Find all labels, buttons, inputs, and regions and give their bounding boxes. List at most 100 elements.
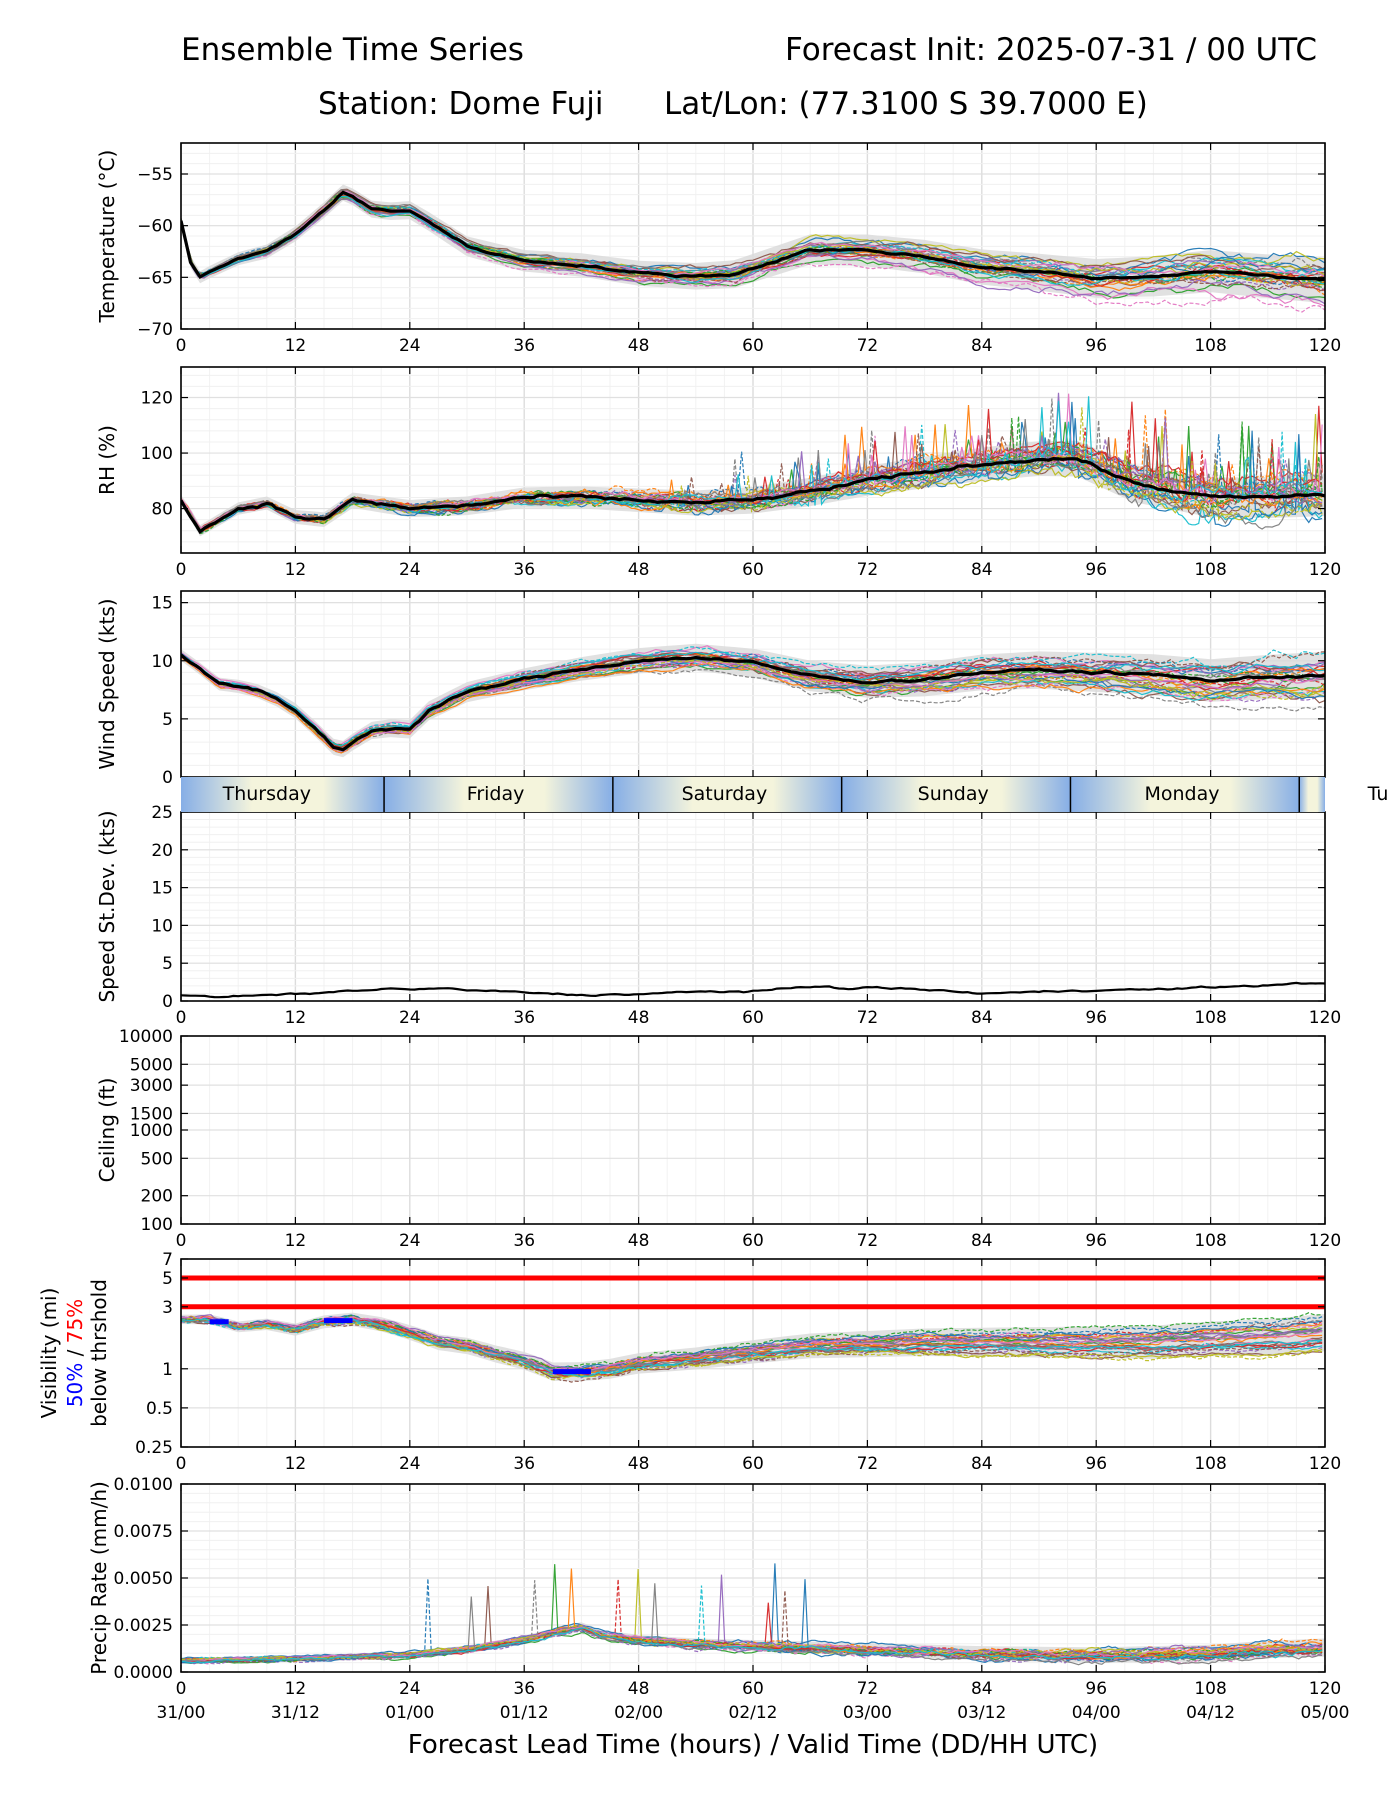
valid-time-label: 01/12: [500, 1703, 549, 1723]
ylabel: RH (%): [95, 425, 119, 495]
ensemble-mean-line: [181, 653, 1325, 752]
x-tick-label: 0: [176, 1454, 187, 1474]
valid-time-label: 02/00: [614, 1703, 663, 1723]
x-tick-label: 96: [1085, 1679, 1107, 1699]
x-tick-label: 96: [1085, 1231, 1107, 1251]
ensemble-member-line: [181, 646, 1325, 747]
panel-7: 0.0000 0.0025 0.0050 0.0075 0.0100 0 12 24 36 48 6…: [87, 1475, 1341, 1699]
grid: [180, 1035, 1326, 1225]
x-tick-label: 12: [285, 1231, 307, 1251]
y-tick-label: 1: [162, 1360, 173, 1380]
day-label: Friday: [467, 783, 525, 805]
x-tick-label: 12: [285, 1008, 307, 1028]
x-tick-label: 12: [285, 1454, 307, 1474]
x-tick-label: 120: [1309, 336, 1341, 356]
ensemble-member-line: [181, 656, 1325, 753]
x-tick-label: 96: [1085, 336, 1107, 356]
y-tick-label: 200: [141, 1187, 173, 1207]
y-tick-label: 120: [141, 389, 173, 409]
ensemble-member-line: [181, 189, 1325, 276]
y-tick-label: 0.0075: [114, 1522, 173, 1542]
ensemble-member-line: [181, 1318, 1323, 1383]
ylabel-group: Precip Rate (mm/h): [87, 1481, 111, 1675]
y-tick-label: −65: [137, 268, 173, 288]
day-label: Tu: [1367, 783, 1389, 805]
y-tick-label: 5: [162, 710, 173, 730]
ylabel-group: RH (%): [95, 425, 119, 495]
panel-6: 0.25 0.5 1 3 57 0 12 24 36 48 60 72 84 96 108 120 Visibi…: [37, 1250, 1341, 1474]
grid: [180, 811, 1326, 1002]
x-tick-label: 72: [857, 1679, 879, 1699]
x-tick-label: 12: [285, 336, 307, 356]
x-tick-label: 72: [857, 1454, 879, 1474]
x-tick-label: 84: [971, 1008, 993, 1028]
x-tick-label: 60: [742, 1679, 764, 1699]
y-tick-label: 3: [162, 1298, 173, 1318]
x-tick-label: 36: [513, 1008, 535, 1028]
y-tick-label: 0.5: [146, 1399, 173, 1419]
valid-time-label: 03/12: [957, 1703, 1006, 1723]
x-tick-label: 36: [513, 1231, 535, 1251]
ensemble-member-line: [181, 1314, 1323, 1372]
day-segment: [181, 777, 385, 812]
x-tick-label: 24: [399, 1454, 421, 1474]
x-tick-label: 84: [971, 336, 993, 356]
x-tick-label: 24: [399, 1231, 421, 1251]
ylabel-line3: below thrshold: [87, 1279, 111, 1427]
x-tick-label: 96: [1085, 1008, 1107, 1028]
ylabel-group: Speed St.Dev. (kts): [95, 810, 119, 1002]
valid-time-label: 31/12: [271, 1703, 320, 1723]
x-tick-label: 84: [971, 1679, 993, 1699]
ensemble-member-line: [181, 654, 1325, 752]
y-tick-label: 0.0000: [114, 1663, 173, 1683]
ensemble-member-line: [181, 1312, 1323, 1369]
x-tick-label: 120: [1309, 1679, 1341, 1699]
ylabel-group: Temperature (°C): [95, 150, 119, 324]
x-tick-label: 24: [399, 336, 421, 356]
x-tick-label: 120: [1309, 1454, 1341, 1474]
ensemble-member-line: [181, 656, 1325, 754]
valid-time-label: 04/00: [1072, 1703, 1121, 1723]
ensemble-member-line: [181, 198, 1325, 313]
x-tick-label: 12: [285, 1679, 307, 1699]
valid-time-label: 02/12: [729, 1703, 778, 1723]
y-tick-label: 10000: [119, 1027, 173, 1047]
ylabel: Wind Speed (kts): [95, 598, 119, 769]
panel-4: 0 5 10 15 20 25 0 12 24 36 48 60 72 84 96 108 120 Speed S…: [95, 803, 1341, 1028]
x-tick-label: 36: [513, 560, 535, 580]
ensemble-member-line: [181, 188, 1325, 275]
chart-title-left: Ensemble Time Series: [181, 32, 524, 68]
ensemble-member-line: [181, 1316, 1323, 1372]
grid: [180, 142, 1326, 330]
x-tick-label: 108: [1194, 1231, 1226, 1251]
y-tick-label: 5: [162, 954, 173, 974]
y-tick-label: 1500: [130, 1104, 173, 1124]
panel-1: −70 −65 −60 −55 0 12 24 36 48 60 72 84 96 108 120 Tempe…: [95, 142, 1341, 356]
x-tick-label: 0: [176, 1231, 187, 1251]
day-segment: [841, 777, 1071, 812]
day-segment: [612, 777, 842, 812]
x-tick-label: 48: [628, 1679, 650, 1699]
y-tick-label: 7: [162, 1250, 173, 1270]
day-segment: [1299, 777, 1325, 812]
ylabel-group: Wind Speed (kts): [95, 598, 119, 769]
x-tick-label: 108: [1194, 560, 1226, 580]
ensemble-member-line: [181, 1627, 1323, 1664]
x-tick-label: 48: [628, 560, 650, 580]
x-tick-label: 48: [628, 1454, 650, 1474]
ylabel: Speed St.Dev. (kts): [95, 810, 119, 1002]
y-tick-label: −70: [137, 320, 173, 340]
x-tick-label: 96: [1085, 560, 1107, 580]
x-tick-label: 0: [176, 1008, 187, 1028]
valid-time-label: 01/00: [385, 1703, 434, 1723]
x-tick-label: 36: [513, 336, 535, 356]
y-tick-label: 0: [162, 992, 173, 1012]
ensemble-mean-line: [181, 190, 1325, 282]
valid-time-label: 04/12: [1186, 1703, 1235, 1723]
ylabel: Visibility (mi): [37, 1288, 61, 1419]
visibility-ylabel: Visibility (mi) 50% / 75% below thrshold: [37, 1279, 111, 1427]
plot-area: [181, 392, 1325, 537]
x-tick-label: 84: [971, 560, 993, 580]
x-tick-label: 60: [742, 1454, 764, 1474]
plot-area: [181, 1563, 1325, 1666]
